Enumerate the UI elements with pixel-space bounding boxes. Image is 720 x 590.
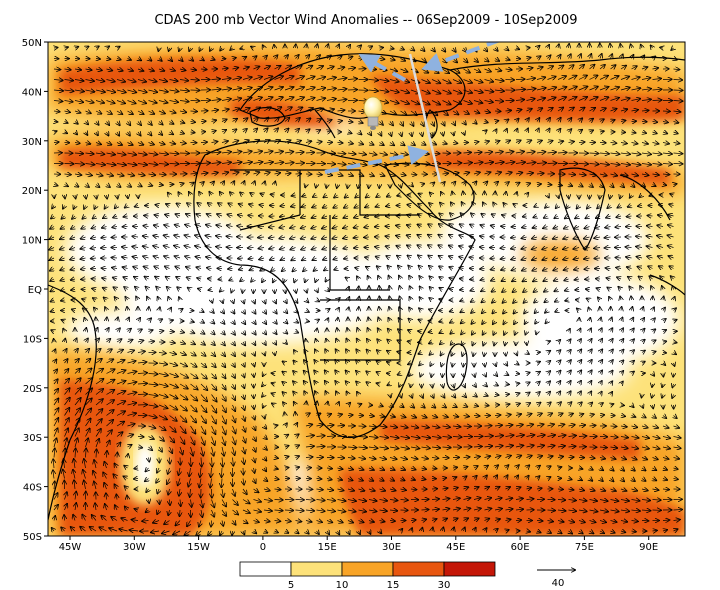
longitude-axis: 45W 30W 15W 0 15E 30E 45E 60E 75E 90E: [59, 536, 658, 553]
longitude-label: 75E: [575, 542, 594, 553]
legend-swatch: [392, 561, 445, 577]
latitude-label: 20N: [22, 186, 42, 197]
legend-swatch: [443, 561, 496, 577]
lightbulb-icon: [363, 96, 383, 130]
plot-area: [48, 42, 685, 536]
reference-vector: 40: [537, 570, 575, 589]
reference-vector-label: 40: [552, 578, 565, 589]
latitude-label: 10N: [22, 236, 42, 247]
legend-swatch: [341, 561, 394, 577]
shading-high: [60, 58, 685, 536]
legend-level-label: 10: [336, 580, 349, 590]
latitude-label: 50N: [22, 38, 42, 49]
legend-colorbar: 5 10 15 30: [239, 561, 496, 590]
cross-section-line: [408, 53, 442, 183]
map-title: CDAS 200 mb Vector Wind Anomalies -- 06S…: [154, 13, 577, 28]
latitude-label: 40S: [23, 483, 42, 494]
longitude-label: 30E: [382, 542, 401, 553]
latitude-label: 20S: [23, 384, 42, 395]
longitude-label: 90E: [639, 542, 658, 553]
longitude-label: 15E: [318, 542, 337, 553]
longitude-label: 45W: [59, 542, 82, 553]
legend-level-label: 30: [438, 580, 451, 590]
longitude-label: 0: [260, 542, 266, 553]
legend-swatch: [290, 561, 343, 577]
latitude-label: 10S: [23, 334, 42, 345]
legend-level-label: 5: [288, 580, 294, 590]
longitude-label: 60E: [511, 542, 530, 553]
latitude-axis: 50N 40N 30N 20N 10N EQ 10S 20S 30S 40S 50S: [22, 38, 48, 543]
latitude-label: 30N: [22, 137, 42, 148]
annotations: [324, 42, 501, 183]
longitude-label: 15W: [187, 542, 210, 553]
latitude-label: 30S: [23, 433, 42, 444]
jet-arrow-east: [421, 42, 501, 72]
wind-vectors: [49, 44, 682, 536]
longitude-label: 30W: [123, 542, 146, 553]
legend-level-label: 15: [387, 580, 400, 590]
latitude-label: EQ: [28, 285, 42, 296]
jet-arrow-west: [358, 54, 406, 82]
latitude-label: 50S: [23, 532, 42, 543]
longitude-label: 45E: [446, 542, 465, 553]
latitude-label: 40N: [22, 87, 42, 98]
legend-swatch: [239, 561, 292, 577]
subtropical-jet-arrow: [324, 145, 429, 174]
vortex-core-calm: [135, 443, 155, 487]
